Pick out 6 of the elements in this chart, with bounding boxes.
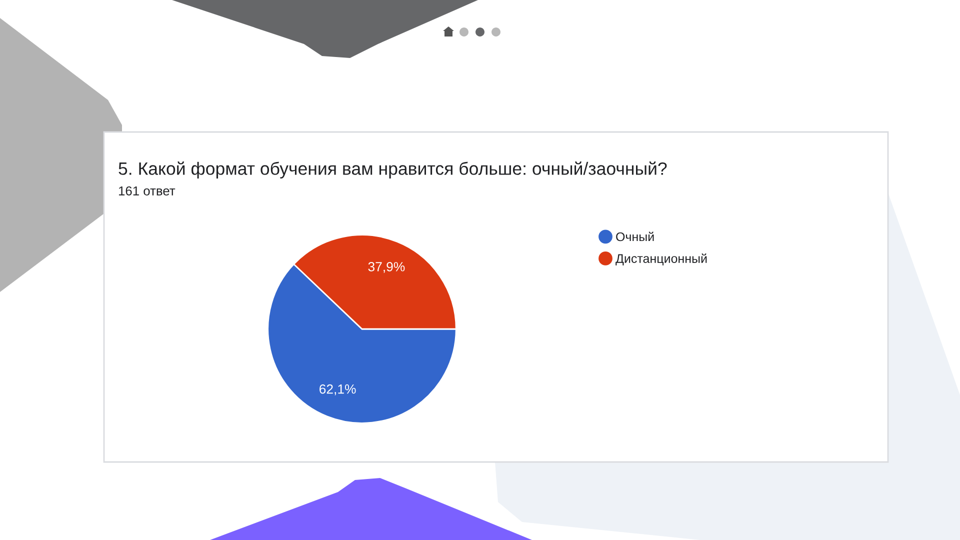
legend-label: Очный	[616, 232, 654, 242]
text: 161 ответ	[118, 186, 176, 196]
data-label: 37,9%	[368, 262, 405, 273]
chart-title: 5. Какой формат обучения вам нравится больше: очный/заочный?	[118, 162, 667, 178]
data-label: 62,1%	[320, 384, 356, 396]
legend-label: Дистанционный	[616, 254, 707, 266]
